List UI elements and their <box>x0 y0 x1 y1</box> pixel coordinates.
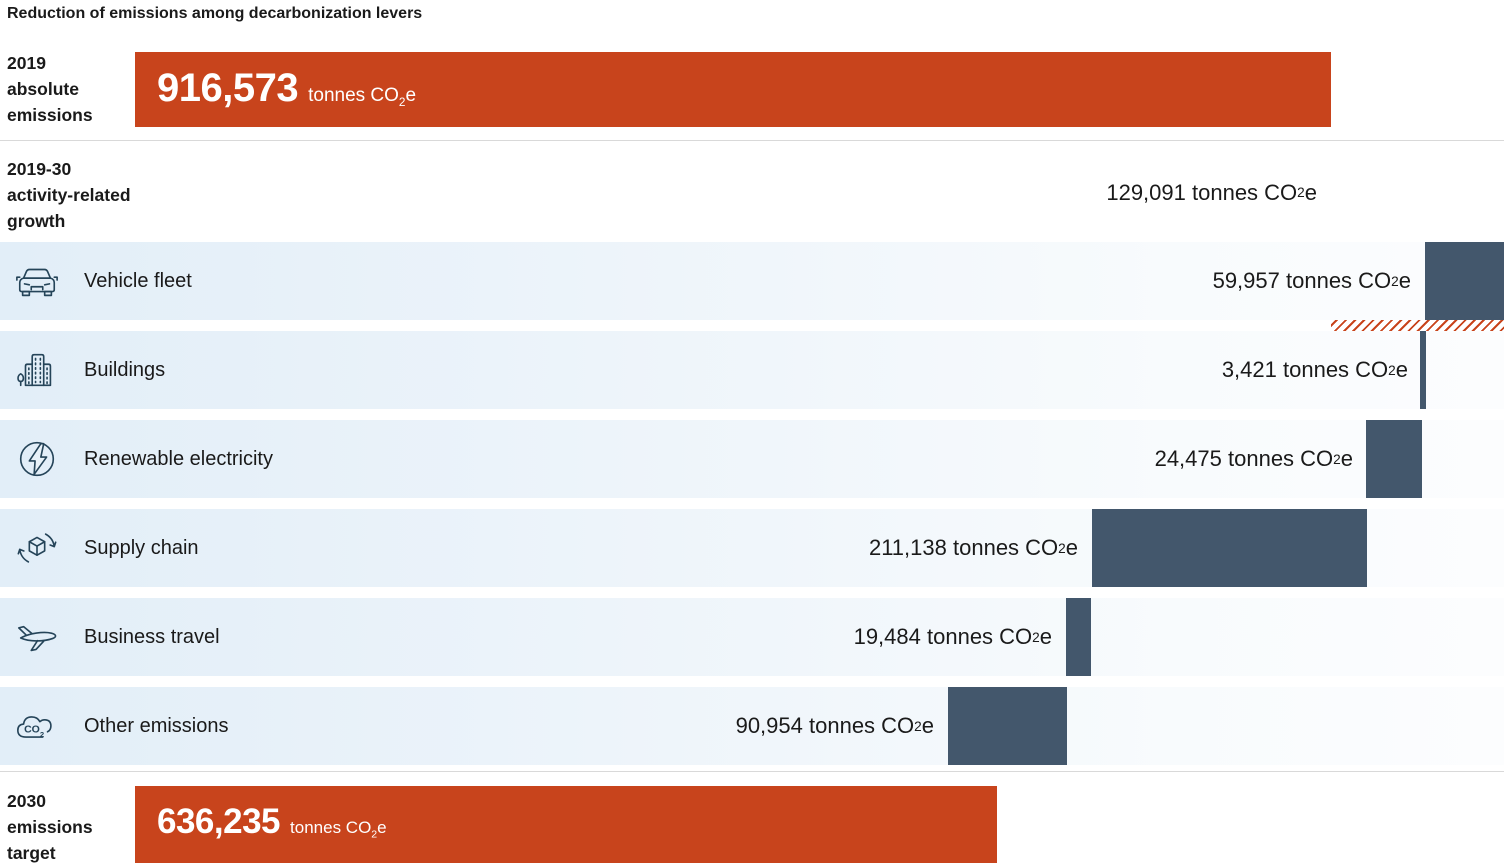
lever-bar <box>1066 598 1091 676</box>
value-activity-growth: 129,091 tonnes CO 2 e <box>1106 179 1317 205</box>
airplane-icon <box>14 614 60 660</box>
label-2019-absolute-emissions: 2019 absolute emissions <box>7 53 93 125</box>
bar-2030-emissions-target: 636,235 tonnes CO2e <box>135 786 997 863</box>
lightning-circle-icon <box>14 436 60 482</box>
bar-2019-absolute-emissions: 916,573 tonnes CO2e <box>135 52 1331 127</box>
lever-value: 3,421 tonnes CO 2 e <box>1221 357 1408 382</box>
label-activity-growth: 2019-30 activity-related growth <box>7 159 131 231</box>
unit-2019: tonnes CO2e <box>308 85 417 109</box>
svg-text:CO: CO <box>24 724 40 736</box>
car-icon <box>14 258 60 304</box>
chart-title: Reduction of emissions among decarboniza… <box>7 5 423 22</box>
cube-cycle-icon <box>14 525 60 571</box>
row-activity-growth: 129,091 tonnes CO 2 e <box>0 153 1504 385</box>
lever-label: Business travel <box>84 625 220 648</box>
value-2019: 916,573 <box>157 66 299 110</box>
lever-row-supply-chain: Supply chain 211,138 tonnes CO 2 e <box>0 509 1504 587</box>
lever-row-renewable-electricity: Renewable electricity 24,475 tonnes CO 2 e <box>0 420 1504 498</box>
lever-bar <box>1366 420 1422 498</box>
lever-label: Vehicle fleet <box>84 269 192 292</box>
co2-cloud-icon: CO 2 <box>14 703 60 749</box>
lever-label: Other emissions <box>84 714 229 737</box>
lever-value: 211,138 tonnes CO 2 e <box>868 535 1078 560</box>
label-2030-emissions-target: 2030 emissions target <box>7 791 93 863</box>
lever-bar <box>1420 331 1426 409</box>
unit-2030: tonnes CO2e <box>290 818 387 841</box>
lever-value: 59,957 tonnes CO 2 e <box>1212 268 1411 293</box>
separator-top <box>0 140 1504 141</box>
lever-row-business-travel: Business travel 19,484 tonnes CO 2 e <box>0 598 1504 676</box>
lever-row-vehicle-fleet: Vehicle fleet 59,957 tonnes CO 2 e <box>0 242 1504 320</box>
buildings-icon <box>14 347 60 393</box>
lever-label: Buildings <box>84 358 166 381</box>
lever-value: 90,954 tonnes CO 2 e <box>735 713 934 738</box>
value-2030: 636,235 <box>157 802 281 841</box>
lever-value: 19,484 tonnes CO 2 e <box>853 624 1052 649</box>
lever-label: Renewable electricity <box>84 447 273 470</box>
lever-bar <box>1092 509 1367 587</box>
separator-bottom <box>0 771 1504 772</box>
lever-row-buildings: Buildings 3,421 tonnes CO 2 e <box>0 331 1504 409</box>
lever-row-other-emissions: CO 2 Other emissions 90,954 tonnes CO 2 e <box>0 687 1504 765</box>
lever-bar <box>948 687 1067 765</box>
lever-label: Supply chain <box>84 536 199 559</box>
svg-text:2: 2 <box>40 730 44 739</box>
lever-value: 24,475 tonnes CO 2 e <box>1154 446 1353 471</box>
lever-bar <box>1425 242 1504 320</box>
